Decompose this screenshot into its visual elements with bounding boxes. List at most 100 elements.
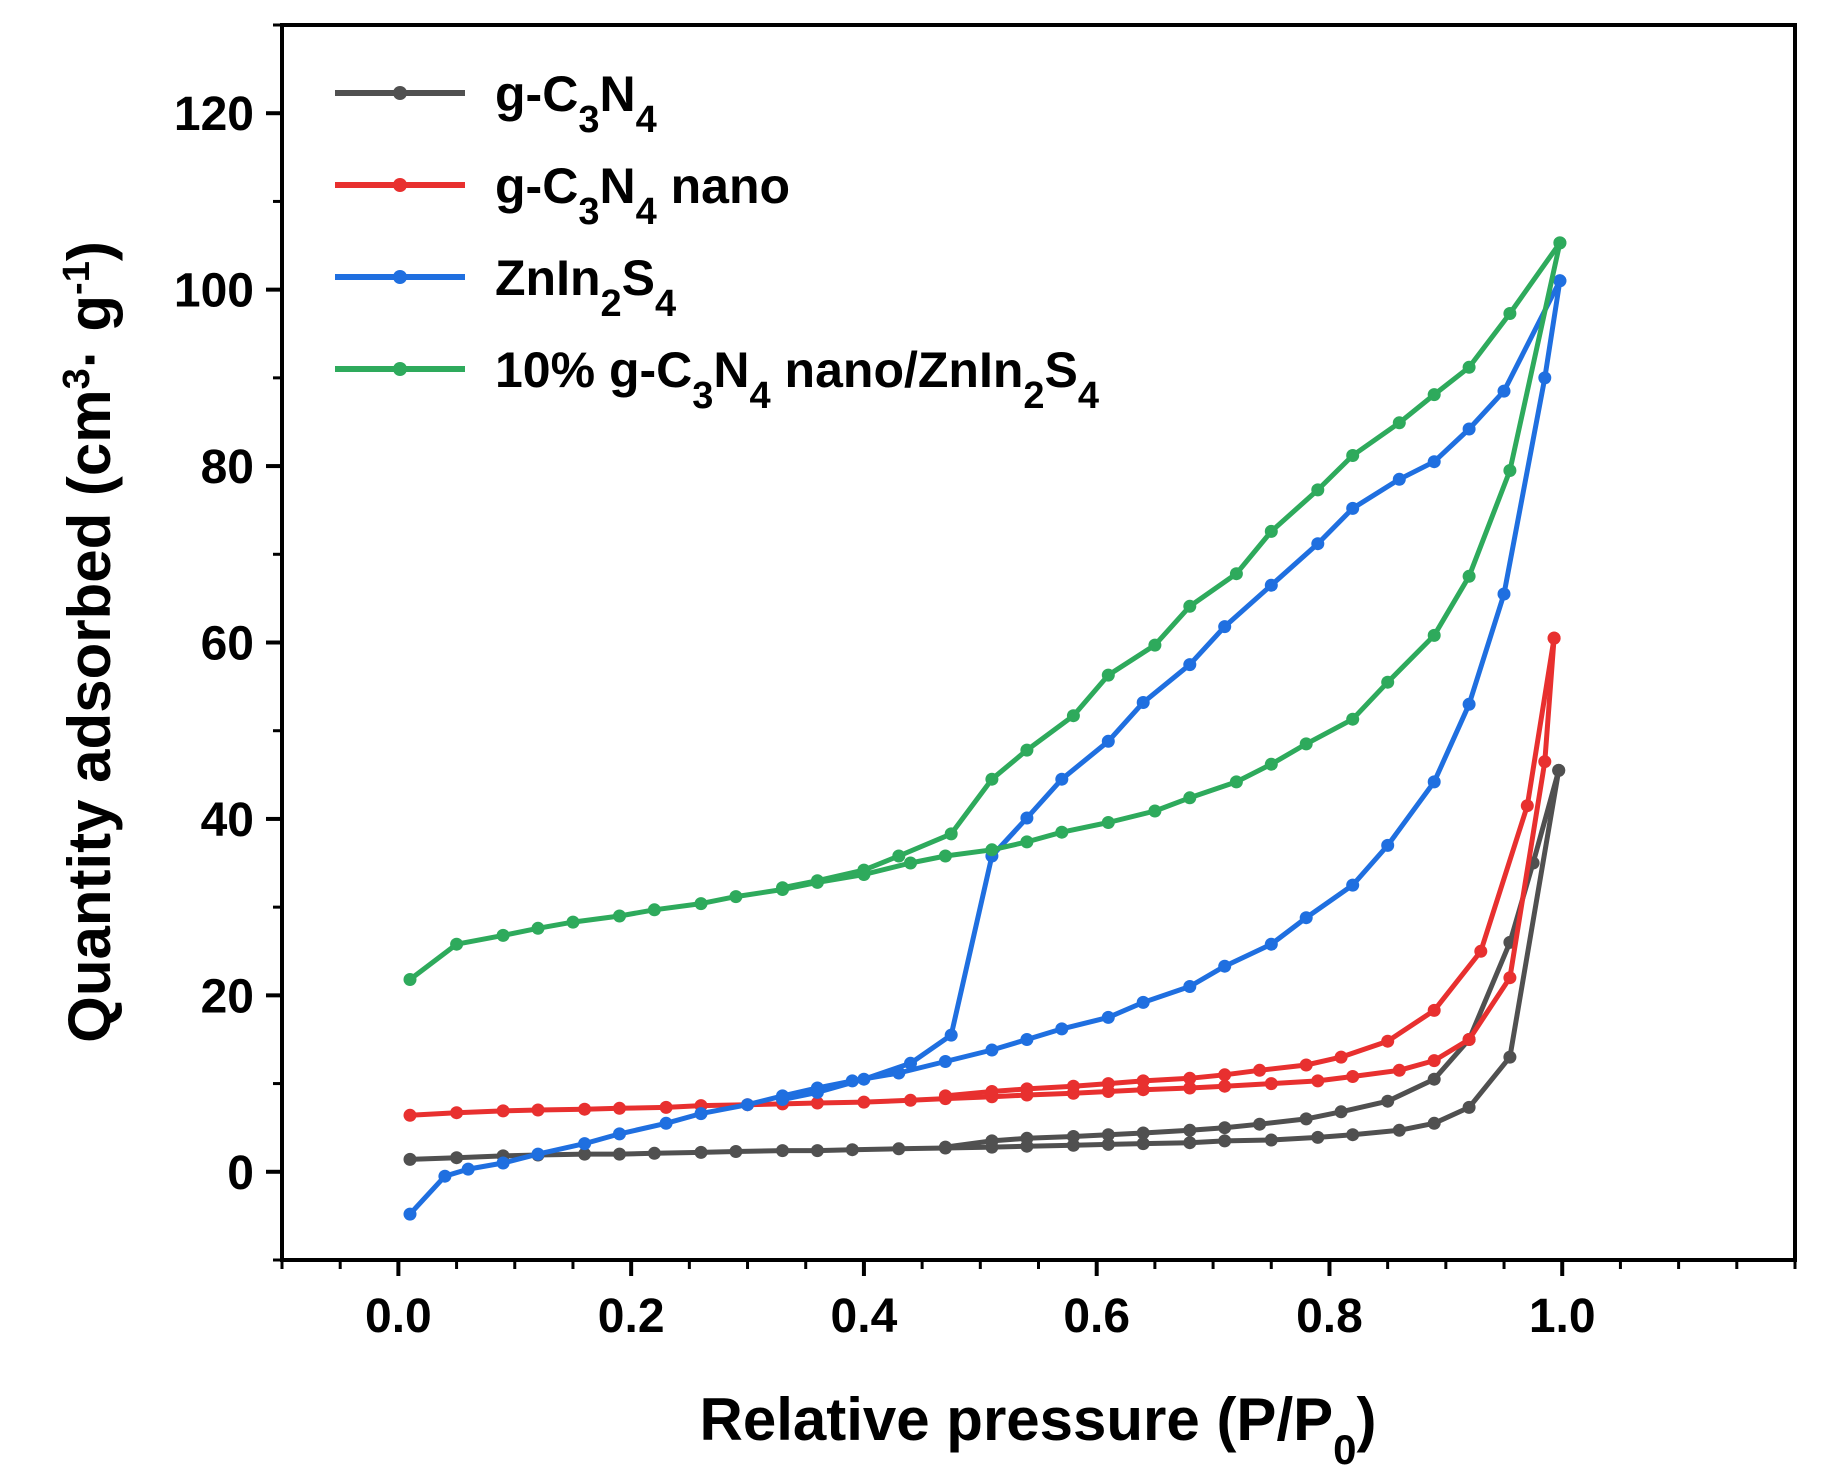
data-point — [1553, 274, 1567, 288]
data-point — [1427, 1116, 1441, 1130]
data-point — [613, 1101, 626, 1115]
legend-label-part: 2 — [1023, 375, 1044, 417]
x-tick-label: 0.0 — [365, 1290, 432, 1343]
data-point — [1427, 455, 1441, 469]
y-tick-label: 80 — [201, 441, 254, 494]
data-point — [403, 1108, 417, 1122]
data-point — [1101, 668, 1115, 682]
legend-label-part: N — [599, 158, 635, 214]
data-point — [1334, 1105, 1348, 1119]
data-point — [1462, 569, 1476, 583]
legend-label: 10% g-C3N4 nano/ZnIn2S4 — [495, 342, 1099, 417]
legend-label-part: N — [713, 342, 749, 398]
data-point — [810, 1085, 824, 1099]
data-point — [1346, 878, 1360, 892]
data-point — [1497, 587, 1511, 601]
data-point — [694, 897, 708, 911]
data-point — [938, 849, 952, 863]
data-point — [450, 1106, 464, 1120]
data-point — [776, 1144, 789, 1158]
data-point — [1299, 1112, 1313, 1126]
data-point — [985, 843, 999, 857]
data-point — [985, 1043, 999, 1057]
data-point — [1183, 1136, 1197, 1150]
data-point — [403, 1207, 417, 1221]
data-point — [1381, 675, 1395, 689]
data-point — [1547, 631, 1561, 645]
data-point — [1020, 835, 1034, 849]
data-point — [1462, 697, 1476, 711]
data-point — [1218, 1121, 1232, 1135]
data-point — [1503, 307, 1517, 320]
data-point — [1299, 1058, 1313, 1072]
data-point — [904, 1056, 917, 1070]
legend-label-part: 2 — [601, 283, 622, 325]
data-point — [741, 1098, 754, 1112]
data-point — [659, 1100, 673, 1114]
data-point — [810, 1096, 824, 1110]
x-axis-title: Relative pressure (P/P0) — [700, 1386, 1377, 1473]
legend-label: g-C3N4 nano — [495, 158, 790, 233]
data-point — [1101, 816, 1115, 829]
data-point — [1381, 838, 1395, 852]
data-point — [1474, 944, 1488, 958]
data-point — [1218, 1079, 1232, 1093]
y-tick-label: 20 — [201, 970, 254, 1023]
data-point — [1392, 472, 1406, 486]
data-point — [1503, 464, 1517, 477]
data-point — [1136, 1137, 1150, 1151]
data-point — [1264, 1077, 1278, 1091]
data-point — [450, 1151, 464, 1165]
data-point — [1346, 712, 1360, 726]
data-point — [450, 937, 464, 951]
data-point — [1381, 1094, 1395, 1108]
data-point — [1020, 1131, 1034, 1145]
data-point — [1183, 1071, 1197, 1085]
data-point — [1346, 1128, 1360, 1142]
legend-label-part: S — [1045, 342, 1078, 398]
data-point — [1311, 537, 1325, 551]
data-point — [776, 881, 789, 895]
data-point — [1311, 1130, 1325, 1144]
series-line-desorption — [942, 635, 1557, 1099]
x-tick-label: 1.0 — [1529, 1290, 1596, 1343]
data-point — [1101, 1137, 1115, 1151]
data-point — [1101, 1010, 1115, 1024]
data-point — [1264, 578, 1278, 592]
x-tick-label: 0.6 — [1063, 1290, 1130, 1343]
data-point — [985, 772, 999, 786]
data-point — [729, 1145, 743, 1158]
data-point — [1264, 1133, 1278, 1147]
data-point — [938, 1055, 952, 1068]
data-point — [1334, 1050, 1348, 1064]
data-point — [1538, 371, 1552, 385]
data-point — [647, 1146, 661, 1160]
legend-label-part: nano/ZnIn — [771, 342, 1024, 398]
data-point — [944, 827, 958, 841]
data-point — [1392, 416, 1406, 430]
data-point — [403, 973, 417, 986]
data-point — [1148, 804, 1162, 818]
data-point — [613, 1147, 626, 1161]
data-point — [1299, 911, 1313, 925]
data-point — [461, 1162, 475, 1176]
data-point — [1253, 1117, 1267, 1131]
y-tick-label: 0 — [227, 1147, 254, 1200]
data-point — [776, 1093, 789, 1106]
data-point — [1552, 763, 1566, 777]
data-point — [531, 1147, 545, 1161]
legend-label-part: 3 — [578, 191, 599, 233]
data-point — [531, 1103, 545, 1117]
data-point — [1346, 449, 1360, 462]
data-point — [1183, 980, 1197, 993]
data-point — [1101, 1128, 1115, 1142]
data-point — [531, 921, 545, 935]
data-point — [1264, 524, 1278, 538]
data-point — [1136, 696, 1150, 709]
data-point — [1066, 709, 1080, 723]
data-point — [1497, 384, 1511, 398]
legend-swatch-marker — [393, 362, 407, 376]
data-point — [1218, 1134, 1232, 1148]
data-point — [892, 1142, 906, 1156]
